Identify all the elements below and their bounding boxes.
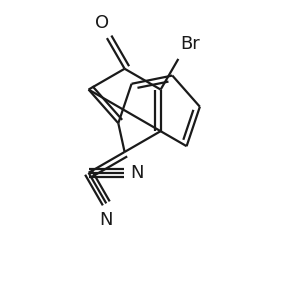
- Text: Br: Br: [180, 35, 200, 53]
- Text: N: N: [130, 164, 143, 182]
- Text: O: O: [95, 14, 109, 32]
- Text: N: N: [100, 211, 113, 229]
